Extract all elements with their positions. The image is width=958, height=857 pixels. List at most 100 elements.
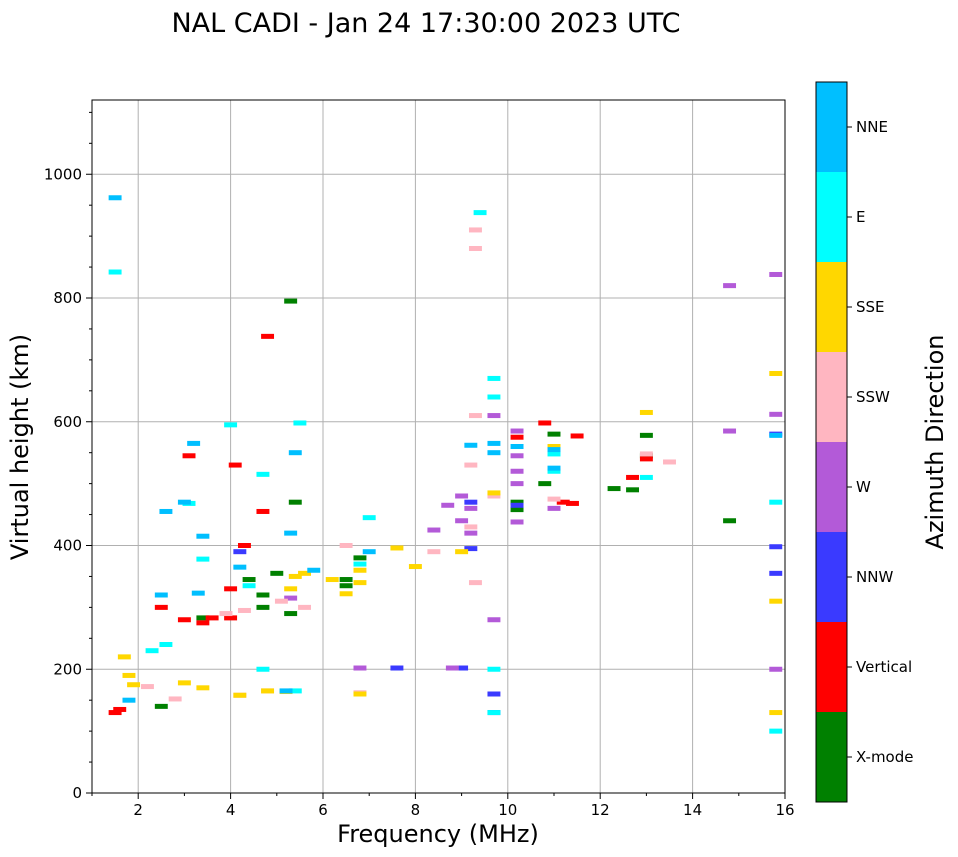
echo-mark-w	[455, 493, 469, 499]
echo-mark-x-mode	[607, 486, 621, 492]
plot-background	[92, 100, 785, 793]
echo-mark-nne	[288, 450, 302, 456]
echo-mark-w	[723, 428, 737, 434]
echo-mark-w	[455, 518, 469, 524]
echo-mark-sse	[339, 591, 353, 597]
y-tick-label: 400	[53, 537, 82, 555]
echo-mark-sse	[639, 409, 653, 415]
colorbar-label: Azimuth Direction	[921, 335, 949, 550]
colorbar-swatch-w	[816, 442, 847, 532]
echo-mark-sse	[769, 370, 783, 376]
echo-mark-vertical	[196, 620, 210, 626]
echo-mark-sse	[177, 680, 191, 686]
echo-mark-sse	[353, 580, 367, 586]
colorbar-swatch-vertical	[816, 622, 847, 712]
echo-mark-sse	[353, 691, 367, 697]
echo-mark-ssw	[468, 227, 482, 233]
echo-mark-w	[464, 505, 478, 511]
echo-mark-vertical	[570, 433, 584, 439]
echo-mark-sse	[353, 567, 367, 573]
echo-mark-sse	[233, 692, 247, 698]
plot-frame	[91, 99, 786, 794]
echo-mark-vertical	[626, 474, 640, 480]
echo-mark-e	[288, 688, 302, 694]
echo-mark-e	[256, 666, 270, 672]
echo-mark-ssw	[547, 496, 561, 502]
x-tick-label: 10	[498, 801, 517, 819]
echo-mark-x-mode	[284, 611, 298, 617]
x-tick-label: 6	[318, 801, 328, 819]
echo-mark-nne	[196, 533, 210, 539]
echo-mark-nne	[307, 567, 321, 573]
y-tick-label: 800	[53, 289, 82, 307]
echo-mark-nne	[284, 530, 298, 536]
echo-mark-e	[487, 666, 501, 672]
echo-mark-w	[510, 481, 524, 487]
echo-mark-vertical	[224, 615, 238, 621]
echo-mark-w	[510, 453, 524, 459]
echo-mark-nne	[510, 444, 524, 449]
echo-mark-nne	[464, 442, 478, 448]
echo-mark-ssw	[237, 607, 251, 613]
echo-mark-sse	[284, 586, 298, 592]
echo-mark-ssw	[219, 611, 233, 617]
echo-mark-ssw	[468, 580, 482, 586]
echo-mark-x-mode	[353, 555, 367, 561]
echo-mark-nne	[233, 564, 247, 570]
echo-mark-vertical	[538, 420, 552, 426]
echo-mark-x-mode	[538, 481, 552, 487]
echo-mark-e	[487, 710, 501, 716]
echo-mark-x-mode	[339, 583, 353, 589]
echo-mark-sse	[127, 682, 141, 688]
colorbar-swatch-e	[816, 172, 847, 262]
echo-mark-ssw	[468, 413, 482, 419]
echo-mark-w	[464, 530, 478, 536]
grid-lines	[92, 100, 786, 794]
echo-mark-e	[256, 471, 270, 477]
echo-mark-w	[284, 595, 298, 601]
echo-mark-nnw	[487, 691, 501, 697]
x-tick-label: 8	[411, 801, 421, 819]
echo-mark-w	[510, 428, 524, 434]
echo-mark-ssw	[140, 684, 154, 690]
echo-mark-x-mode	[723, 518, 737, 524]
colorbar-tick-label: Vertical	[856, 658, 912, 676]
echo-mark-x-mode	[510, 499, 524, 505]
echo-mark-vertical	[182, 453, 196, 459]
echo-mark-x-mode	[242, 577, 256, 583]
echo-mark-e	[769, 499, 783, 505]
echo-mark-x-mode	[154, 703, 168, 709]
y-axis-ticks: 0 200 400 600 800 1000	[44, 111, 92, 802]
echo-mark-nne	[159, 508, 173, 514]
echo-mark-e	[639, 474, 653, 480]
data-marks	[108, 195, 783, 734]
echo-mark-e	[353, 561, 367, 567]
echo-mark-nnw	[464, 499, 478, 505]
echo-mark-ssw	[487, 493, 501, 499]
echo-mark-sse	[261, 688, 275, 694]
colorbar-swatch-nnw	[816, 532, 847, 622]
echo-mark-nne	[487, 440, 501, 446]
echo-mark-x-mode	[256, 592, 270, 598]
echo-mark-vertical	[237, 543, 251, 548]
echo-mark-x-mode	[256, 604, 270, 610]
echo-mark-ssw	[639, 451, 653, 457]
echo-mark-e	[145, 648, 159, 654]
echo-mark-nnw	[769, 570, 783, 576]
echo-mark-nne	[279, 688, 293, 694]
echo-mark-sse	[547, 444, 561, 449]
colorbar-tick-label: SSW	[856, 388, 890, 406]
echo-mark-nne	[108, 195, 122, 201]
x-tick-label: 16	[775, 801, 794, 819]
echo-mark-nnw	[510, 502, 524, 508]
colorbar-swatch-nne	[816, 82, 847, 172]
y-axis-label: Virtual height (km)	[6, 334, 34, 560]
echo-mark-ssw	[663, 459, 676, 465]
y-tick-label: 0	[72, 784, 82, 802]
echo-mark-vertical	[224, 586, 238, 592]
echo-mark-e	[547, 451, 561, 457]
colorbar-tick-label: E	[856, 208, 865, 226]
echo-mark-vertical	[154, 604, 168, 610]
echo-mark-vertical	[108, 710, 122, 716]
